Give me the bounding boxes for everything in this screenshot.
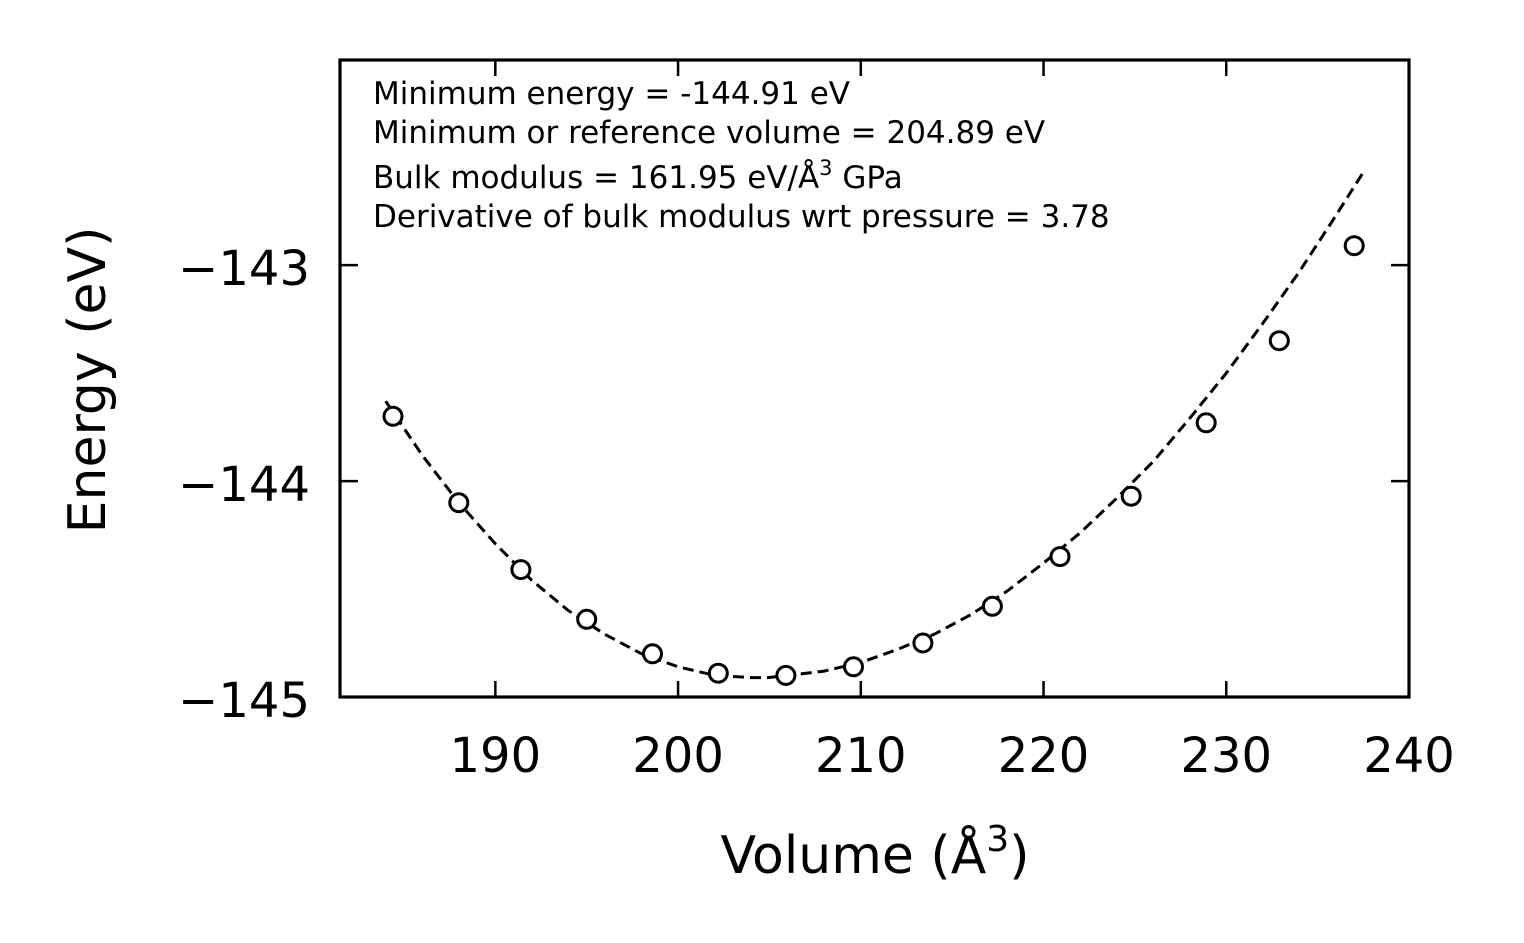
ticks-layer: 190 200 210 220 230 240 −143 −144 −145	[178, 60, 1455, 784]
x-tick-label: 240	[1363, 728, 1455, 784]
data-point	[912, 632, 934, 654]
data-point	[1049, 546, 1071, 568]
fit-curve	[384, 171, 1365, 680]
data-point	[448, 492, 470, 514]
annotation-min-volume: Minimum or reference volume = 204.89 eV	[373, 115, 1045, 151]
data-point	[1268, 330, 1290, 352]
y-tick-label: −143	[178, 241, 310, 297]
data-point	[1343, 235, 1365, 257]
x-tick-label: 230	[1180, 728, 1272, 784]
plot-frame	[338, 58, 1411, 699]
data-point	[981, 595, 1003, 617]
fit-curve-layer	[384, 171, 1365, 680]
y-tick-label: −145	[178, 673, 310, 729]
data-point	[382, 405, 404, 427]
annotation-min-energy: Minimum energy = -144.91 eV	[373, 76, 850, 112]
x-tick-label: 200	[632, 728, 724, 784]
annotation-bulk-derivative: Derivative of bulk modulus wrt pressure …	[373, 199, 1110, 235]
data-point	[576, 608, 598, 630]
x-tick-label: 210	[815, 728, 907, 784]
data-point	[510, 559, 532, 581]
data-point	[642, 643, 663, 665]
data-points-layer	[382, 235, 1365, 686]
x-axis-label-main: Volume (Å	[721, 824, 987, 886]
y-axis-label: Energy (eV)	[58, 227, 118, 534]
x-axis-label-end: )	[1009, 826, 1029, 886]
data-point	[843, 656, 864, 678]
x-tick-label: 220	[998, 728, 1090, 784]
x-axis-label: Volume (Å3)	[721, 819, 1030, 886]
y-tick-label: −144	[178, 457, 310, 513]
data-point	[1195, 412, 1217, 434]
annotation-bulk-modulus-suffix: GPa	[833, 160, 903, 196]
annotation-bulk-modulus: Bulk modulus = 161.95 eV/Å3 GPa	[373, 156, 903, 196]
data-point	[1120, 485, 1142, 507]
annotation-bulk-modulus-sup: 3	[819, 156, 832, 180]
data-point	[775, 664, 797, 686]
data-point	[707, 662, 729, 684]
annotation-bulk-modulus-prefix: Bulk modulus = 161.95 eV/Å	[373, 160, 819, 196]
x-axis-label-sup: 3	[986, 819, 1009, 860]
x-tick-label: 190	[450, 728, 542, 784]
